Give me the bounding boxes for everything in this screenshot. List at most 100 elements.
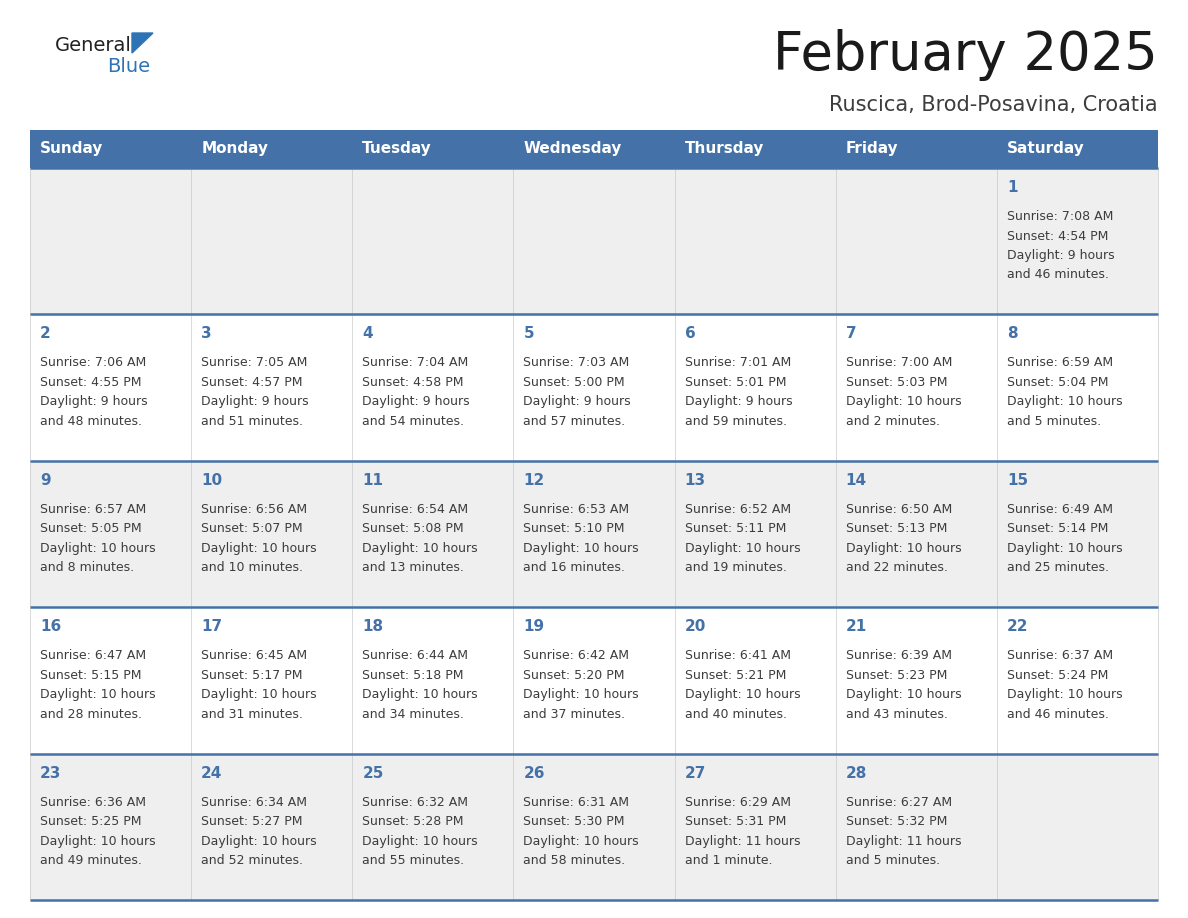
Text: General: General <box>55 36 132 54</box>
Text: and 1 minute.: and 1 minute. <box>684 854 772 868</box>
Text: and 51 minutes.: and 51 minutes. <box>201 415 303 428</box>
Text: and 55 minutes.: and 55 minutes. <box>362 854 465 868</box>
Text: Wednesday: Wednesday <box>524 141 621 156</box>
Text: Sunset: 5:17 PM: Sunset: 5:17 PM <box>201 668 303 682</box>
Text: February 2025: February 2025 <box>773 29 1158 81</box>
Text: and 46 minutes.: and 46 minutes. <box>1007 708 1108 721</box>
Text: Sunset: 5:32 PM: Sunset: 5:32 PM <box>846 815 947 828</box>
Text: Sunset: 4:54 PM: Sunset: 4:54 PM <box>1007 230 1108 242</box>
Text: and 37 minutes.: and 37 minutes. <box>524 708 625 721</box>
Text: Sunrise: 6:57 AM: Sunrise: 6:57 AM <box>40 503 146 516</box>
Text: Daylight: 10 hours: Daylight: 10 hours <box>40 688 156 701</box>
Text: Sunset: 5:10 PM: Sunset: 5:10 PM <box>524 522 625 535</box>
Text: 26: 26 <box>524 766 545 780</box>
Text: Sunrise: 7:05 AM: Sunrise: 7:05 AM <box>201 356 308 369</box>
Text: Saturday: Saturday <box>1007 141 1085 156</box>
Text: Sunrise: 7:01 AM: Sunrise: 7:01 AM <box>684 356 791 369</box>
Text: Sunset: 5:30 PM: Sunset: 5:30 PM <box>524 815 625 828</box>
Text: Daylight: 9 hours: Daylight: 9 hours <box>684 396 792 409</box>
Text: Sunset: 5:03 PM: Sunset: 5:03 PM <box>846 375 947 389</box>
Text: Sunset: 5:20 PM: Sunset: 5:20 PM <box>524 668 625 682</box>
Text: 14: 14 <box>846 473 867 487</box>
Text: Daylight: 10 hours: Daylight: 10 hours <box>1007 396 1123 409</box>
Text: Sunrise: 6:37 AM: Sunrise: 6:37 AM <box>1007 649 1113 662</box>
Text: 17: 17 <box>201 620 222 634</box>
Text: Daylight: 9 hours: Daylight: 9 hours <box>40 396 147 409</box>
Text: Daylight: 10 hours: Daylight: 10 hours <box>846 542 961 554</box>
Text: 11: 11 <box>362 473 384 487</box>
Text: Daylight: 9 hours: Daylight: 9 hours <box>1007 249 1114 262</box>
Text: Sunrise: 6:31 AM: Sunrise: 6:31 AM <box>524 796 630 809</box>
Text: Ruscica, Brod-Posavina, Croatia: Ruscica, Brod-Posavina, Croatia <box>829 95 1158 115</box>
Text: 18: 18 <box>362 620 384 634</box>
Text: Sunrise: 6:36 AM: Sunrise: 6:36 AM <box>40 796 146 809</box>
Text: Sunset: 4:58 PM: Sunset: 4:58 PM <box>362 375 463 389</box>
Text: 27: 27 <box>684 766 706 780</box>
Text: Sunset: 5:25 PM: Sunset: 5:25 PM <box>40 815 141 828</box>
Text: Sunset: 5:27 PM: Sunset: 5:27 PM <box>201 815 303 828</box>
Text: Sunrise: 6:50 AM: Sunrise: 6:50 AM <box>846 503 952 516</box>
Text: Sunrise: 7:06 AM: Sunrise: 7:06 AM <box>40 356 146 369</box>
Text: Sunset: 5:08 PM: Sunset: 5:08 PM <box>362 522 463 535</box>
Text: Sunset: 5:14 PM: Sunset: 5:14 PM <box>1007 522 1108 535</box>
Text: and 13 minutes.: and 13 minutes. <box>362 561 465 575</box>
Text: 20: 20 <box>684 620 706 634</box>
Text: and 22 minutes.: and 22 minutes. <box>846 561 948 575</box>
Bar <box>835 130 997 168</box>
Text: and 28 minutes.: and 28 minutes. <box>40 708 143 721</box>
Text: Sunset: 5:24 PM: Sunset: 5:24 PM <box>1007 668 1108 682</box>
Text: Sunset: 5:04 PM: Sunset: 5:04 PM <box>1007 375 1108 389</box>
Text: and 10 minutes.: and 10 minutes. <box>201 561 303 575</box>
Text: and 19 minutes.: and 19 minutes. <box>684 561 786 575</box>
Bar <box>513 130 675 168</box>
Text: and 31 minutes.: and 31 minutes. <box>201 708 303 721</box>
Text: 13: 13 <box>684 473 706 487</box>
Text: Daylight: 10 hours: Daylight: 10 hours <box>524 542 639 554</box>
Polygon shape <box>132 33 153 53</box>
Bar <box>997 130 1158 168</box>
Text: Sunset: 5:07 PM: Sunset: 5:07 PM <box>201 522 303 535</box>
Text: Sunrise: 6:54 AM: Sunrise: 6:54 AM <box>362 503 468 516</box>
Text: 8: 8 <box>1007 327 1017 341</box>
Text: Daylight: 10 hours: Daylight: 10 hours <box>201 542 317 554</box>
Text: Sunrise: 7:00 AM: Sunrise: 7:00 AM <box>846 356 952 369</box>
Bar <box>30 130 191 168</box>
Text: Sunset: 5:13 PM: Sunset: 5:13 PM <box>846 522 947 535</box>
Text: and 52 minutes.: and 52 minutes. <box>201 854 303 868</box>
Text: Sunrise: 6:29 AM: Sunrise: 6:29 AM <box>684 796 790 809</box>
Text: and 25 minutes.: and 25 minutes. <box>1007 561 1108 575</box>
Bar <box>30 314 1158 461</box>
Text: Daylight: 10 hours: Daylight: 10 hours <box>1007 542 1123 554</box>
Text: Sunrise: 6:44 AM: Sunrise: 6:44 AM <box>362 649 468 662</box>
Text: Sunrise: 6:52 AM: Sunrise: 6:52 AM <box>684 503 791 516</box>
Text: Daylight: 10 hours: Daylight: 10 hours <box>362 834 478 847</box>
Text: 16: 16 <box>40 620 62 634</box>
Text: Sunrise: 7:04 AM: Sunrise: 7:04 AM <box>362 356 468 369</box>
Text: Blue: Blue <box>107 58 150 76</box>
Text: Sunrise: 6:53 AM: Sunrise: 6:53 AM <box>524 503 630 516</box>
Text: Sunrise: 6:39 AM: Sunrise: 6:39 AM <box>846 649 952 662</box>
Bar <box>353 130 513 168</box>
Text: Sunday: Sunday <box>40 141 103 156</box>
Text: Daylight: 10 hours: Daylight: 10 hours <box>201 834 317 847</box>
Bar <box>30 754 1158 900</box>
Text: and 2 minutes.: and 2 minutes. <box>846 415 940 428</box>
Text: Daylight: 10 hours: Daylight: 10 hours <box>40 834 156 847</box>
Bar <box>191 130 353 168</box>
Text: 2: 2 <box>40 327 51 341</box>
Text: Daylight: 9 hours: Daylight: 9 hours <box>524 396 631 409</box>
Text: and 54 minutes.: and 54 minutes. <box>362 415 465 428</box>
Text: and 46 minutes.: and 46 minutes. <box>1007 268 1108 282</box>
Text: 5: 5 <box>524 327 535 341</box>
Text: 3: 3 <box>201 327 211 341</box>
Text: Sunrise: 6:27 AM: Sunrise: 6:27 AM <box>846 796 952 809</box>
Text: Daylight: 10 hours: Daylight: 10 hours <box>362 542 478 554</box>
Text: and 5 minutes.: and 5 minutes. <box>1007 415 1101 428</box>
Text: Daylight: 10 hours: Daylight: 10 hours <box>362 688 478 701</box>
Text: Sunrise: 7:03 AM: Sunrise: 7:03 AM <box>524 356 630 369</box>
Text: Sunset: 5:01 PM: Sunset: 5:01 PM <box>684 375 786 389</box>
Text: Daylight: 10 hours: Daylight: 10 hours <box>1007 688 1123 701</box>
Text: 10: 10 <box>201 473 222 487</box>
Text: and 58 minutes.: and 58 minutes. <box>524 854 626 868</box>
Text: 1: 1 <box>1007 180 1017 195</box>
